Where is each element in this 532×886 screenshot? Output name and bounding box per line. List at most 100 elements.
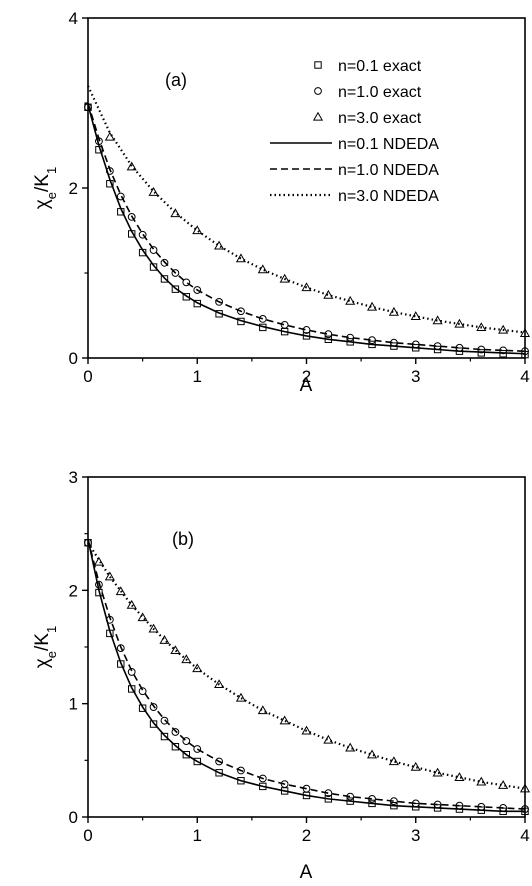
data-point-n-1-0-exact-a [302, 326, 311, 334]
data-point-n-3-0-exact-a [214, 240, 225, 250]
data-point-n-3-0-exact-b [170, 645, 181, 655]
data-point-n-1-0-exact-b [237, 766, 245, 775]
data-point-n-1-0-exact-a [237, 307, 245, 316]
x-tick-label-b: 1 [193, 826, 202, 845]
data-point-n-1-0-exact-a [346, 333, 355, 342]
data-point-n-3-0-exact-a [410, 311, 421, 320]
series-line-n-1-0-ndeda-a [87, 102, 526, 352]
data-point-n-1-0-exact-a [477, 345, 486, 354]
data-point-n-0-1-exact-b [95, 588, 103, 597]
data-point-n-3-0-exact-b [137, 612, 148, 622]
data-point-n-3-0-exact-b [498, 780, 509, 789]
x-tick-label-b: 4 [520, 826, 529, 845]
data-point-n-0-1-exact-a [368, 340, 376, 349]
data-point-n-3-0-exact-b [519, 783, 531, 793]
data-point-n-0-1-exact-a [302, 332, 311, 340]
data-point-n-1-0-exact-a [521, 347, 529, 356]
markers-b [84, 538, 531, 816]
legend-label-n-1-0-ndeda: n=1.0 NDEDA [338, 162, 439, 179]
data-point-n-0-1-exact-a [499, 350, 507, 358]
data-point-n-1-0-exact-a [138, 230, 147, 239]
data-point-n-0-1-exact-a [106, 180, 114, 188]
data-point-n-1-0-exact-a [95, 137, 103, 146]
data-point-n-1-0-exact-b [455, 801, 464, 810]
data-point-n-3-0-exact-b [388, 756, 399, 766]
series-line-n-3-0-ndeda-a [87, 85, 526, 334]
data-point-n-1-0-exact-a [455, 343, 464, 352]
data-point-n-1-0-exact-b [521, 805, 529, 813]
data-point-n-0-1-exact-b [412, 803, 420, 811]
data-point-n-3-0-exact-b [148, 623, 159, 633]
data-point-n-1-0-exact-a [182, 278, 191, 287]
data-point-n-3-0-exact-b [235, 692, 247, 702]
data-point-n-0-1-exact-b [259, 782, 267, 791]
data-point-n-1-0-exact-b [258, 774, 267, 783]
data-point-n-1-0-exact-b [105, 615, 114, 624]
panel-b: 0 1 2 3 4 0 1 2 3 (b) A χe/K1 [32, 468, 531, 883]
data-point-n-1-0-exact-b [433, 800, 442, 809]
data-point-n-0-1-exact-a [182, 293, 191, 301]
data-point-n-3-0-exact-a [279, 273, 290, 283]
data-point-n-1-0-exact-a [193, 286, 202, 294]
data-point-n-0-1-exact-a [95, 146, 103, 154]
data-point-n-3-0-exact-b [181, 654, 192, 664]
x-tick-label-b: 3 [411, 826, 420, 845]
legend-label-n-0-1-exact: n=0.1 exact [338, 58, 422, 75]
data-point-n-0-1-exact-a [390, 342, 398, 350]
data-point-n-1-0-exact-b [324, 789, 333, 798]
markers-a [84, 103, 531, 359]
data-point-n-0-1-exact-b [215, 769, 223, 777]
y-axis-label-text-a: χe/K1 [32, 167, 59, 209]
data-point-n-0-1-exact-a [433, 345, 442, 354]
x-tick-label-a: 0 [83, 367, 92, 386]
data-point-n-0-1-exact-a [171, 285, 180, 293]
y-tick-label-a: 0 [69, 349, 78, 368]
data-point-n-1-0-exact-b [149, 703, 158, 711]
data-point-n-3-0-exact-b [279, 715, 290, 725]
y-tick-label-b: 0 [69, 808, 78, 827]
data-point-n-1-0-exact-b [499, 804, 508, 812]
data-point-n-3-0-exact-b [323, 734, 334, 744]
legend: n=0.1 exact n=1.0 exact n=3.0 exact n=0.1 N… [270, 58, 439, 205]
legend-marker-n-0-1-exact [314, 61, 322, 69]
x-ticks-b: 0 1 2 3 4 [83, 817, 530, 845]
curves-a [87, 85, 526, 355]
data-point-n-3-0-exact-b [126, 599, 137, 609]
y-ticks-b: 0 1 2 3 [69, 468, 88, 827]
panel-a: 0 1 2 3 4 0 2 4 (a) A χe/K1 n=0.1 exact n=1.0 e… [32, 9, 531, 396]
data-point-n-3-0-exact-a [498, 324, 509, 334]
data-point-n-1-0-exact-a [411, 340, 420, 349]
x-tick-label-a: 1 [193, 367, 202, 386]
series-line-n-0-1-ndeda-b [87, 539, 525, 813]
data-point-n-3-0-exact-a [366, 301, 378, 311]
data-point-n-0-1-exact-b [324, 795, 333, 803]
legend-marker-n-1-0-exact [314, 87, 322, 95]
data-point-n-0-1-exact-a [149, 263, 158, 271]
data-point-n-3-0-exact-b [454, 772, 465, 781]
data-point-n-0-1-exact-a [259, 323, 267, 332]
data-point-n-1-0-exact-a [258, 315, 267, 323]
data-point-n-3-0-exact-a [432, 315, 443, 325]
data-point-n-1-0-exact-b [171, 728, 180, 736]
data-point-n-0-1-exact-b [128, 685, 136, 693]
data-point-n-0-1-exact-b [106, 629, 114, 638]
series-line-n-3-0-ndeda-b [87, 542, 526, 790]
x-tick-label-b: 0 [83, 826, 92, 845]
data-point-n-0-1-exact-b [455, 805, 464, 813]
x-axis-label-a: A [300, 375, 313, 396]
data-point-n-3-0-exact-b [257, 705, 268, 715]
data-point-n-3-0-exact-a [345, 295, 356, 305]
data-point-n-1-0-exact-b [116, 644, 125, 653]
data-point-n-0-1-exact-a [455, 347, 464, 355]
x-tick-label-a: 2 [302, 367, 311, 386]
data-point-n-0-1-exact-a [215, 310, 223, 318]
data-point-n-0-1-exact-a [324, 335, 333, 344]
data-point-n-0-1-exact-a [128, 230, 136, 238]
x-tick-label-b: 2 [302, 826, 311, 845]
data-point-n-1-0-exact-b [280, 780, 289, 789]
data-point-n-0-1-exact-b [521, 807, 529, 816]
legend-label-n-0-1-ndeda: n=0.1 NDEDA [338, 136, 439, 153]
data-point-n-1-0-exact-b [193, 745, 202, 753]
data-point-n-0-1-exact-a [160, 275, 169, 283]
data-point-n-1-0-exact-b [160, 716, 169, 725]
